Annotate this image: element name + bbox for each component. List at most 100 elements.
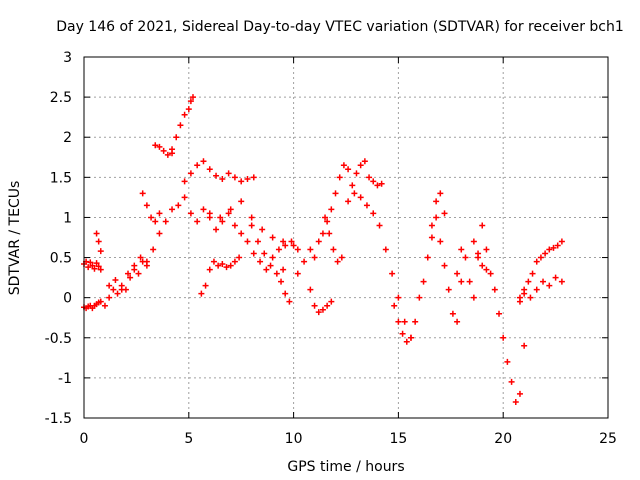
data-point bbox=[254, 238, 261, 245]
data-point bbox=[259, 226, 266, 233]
data-point bbox=[357, 162, 364, 169]
series-sat-i bbox=[181, 158, 257, 185]
data-point bbox=[336, 174, 343, 181]
data-point bbox=[95, 238, 102, 245]
series-sat-k bbox=[206, 198, 297, 249]
data-point bbox=[206, 210, 213, 217]
data-point bbox=[97, 298, 104, 305]
data-point bbox=[106, 294, 113, 301]
data-point bbox=[187, 98, 194, 105]
data-point bbox=[496, 310, 503, 317]
data-point bbox=[399, 330, 406, 337]
data-point bbox=[194, 218, 201, 225]
data-point bbox=[244, 175, 251, 182]
data-point bbox=[106, 282, 113, 289]
data-point bbox=[550, 244, 557, 251]
data-point bbox=[257, 258, 264, 265]
axis-ticks bbox=[83, 56, 609, 419]
data-point bbox=[382, 246, 389, 253]
data-point bbox=[307, 286, 314, 293]
data-point bbox=[238, 178, 245, 185]
data-point bbox=[162, 218, 169, 225]
chart-title: Day 146 of 2021, Sidereal Day-to-day VTE… bbox=[56, 19, 624, 35]
data-point bbox=[328, 298, 335, 305]
data-point bbox=[217, 214, 224, 221]
data-point bbox=[213, 172, 220, 179]
data-point bbox=[458, 246, 465, 253]
data-point bbox=[401, 318, 408, 325]
data-point bbox=[363, 202, 370, 209]
data-point bbox=[160, 147, 167, 154]
data-point bbox=[175, 202, 182, 209]
data-point bbox=[324, 302, 331, 309]
data-point bbox=[231, 258, 238, 265]
y-tick-label: 2.5 bbox=[50, 90, 72, 106]
data-point bbox=[210, 258, 217, 265]
data-point bbox=[275, 246, 282, 253]
data-point bbox=[533, 258, 540, 265]
data-point bbox=[294, 246, 301, 253]
x-tick-label: 0 bbox=[80, 431, 89, 447]
data-point bbox=[330, 246, 337, 253]
data-point bbox=[433, 214, 440, 221]
data-point bbox=[110, 286, 117, 293]
data-point bbox=[470, 294, 477, 301]
data-point bbox=[135, 270, 142, 277]
data-point bbox=[177, 122, 184, 129]
data-point bbox=[286, 298, 293, 305]
data-point bbox=[345, 198, 352, 205]
data-point bbox=[169, 146, 176, 153]
data-point bbox=[87, 259, 94, 266]
data-point bbox=[248, 222, 255, 229]
data-point bbox=[137, 254, 144, 261]
data-point bbox=[278, 278, 285, 285]
data-point bbox=[328, 206, 335, 213]
data-point bbox=[540, 278, 547, 285]
data-point bbox=[125, 270, 132, 277]
data-point bbox=[267, 262, 274, 269]
x-tick-label: 25 bbox=[599, 431, 617, 447]
data-point bbox=[231, 174, 238, 181]
series-sat-s bbox=[428, 190, 448, 229]
data-point bbox=[391, 302, 398, 309]
data-point bbox=[389, 270, 396, 277]
data-point bbox=[206, 266, 213, 273]
data-point bbox=[527, 294, 534, 301]
y-axis-label: SDTVAR / TECUs bbox=[7, 181, 23, 296]
data-point bbox=[282, 290, 289, 297]
data-point bbox=[470, 238, 477, 245]
data-point bbox=[248, 214, 255, 221]
data-point bbox=[454, 270, 461, 277]
data-point bbox=[449, 310, 456, 317]
data-point bbox=[552, 274, 559, 281]
data-point bbox=[525, 278, 532, 285]
data-point bbox=[152, 218, 159, 225]
data-point bbox=[206, 166, 213, 173]
data-point bbox=[189, 94, 196, 101]
data-point bbox=[349, 182, 356, 189]
x-tick-labels: 0 5 10 15 20 25 bbox=[80, 431, 617, 447]
series-sat-v bbox=[516, 238, 565, 301]
data-point bbox=[546, 246, 553, 253]
data-point bbox=[487, 270, 494, 277]
data-point bbox=[244, 238, 251, 245]
data-point bbox=[231, 222, 238, 229]
y-tick-label: -1 bbox=[58, 371, 72, 387]
data-point bbox=[91, 265, 98, 272]
data-point bbox=[546, 282, 553, 289]
series-sat-w bbox=[516, 274, 565, 305]
grid-lines bbox=[84, 57, 608, 418]
data-point bbox=[219, 260, 226, 267]
data-point bbox=[412, 318, 419, 325]
data-point bbox=[315, 309, 322, 316]
x-tick-label: 5 bbox=[184, 431, 193, 447]
data-point bbox=[181, 194, 188, 201]
data-point bbox=[395, 318, 402, 325]
data-point bbox=[156, 230, 163, 237]
data-point bbox=[395, 294, 402, 301]
series-sat-m bbox=[278, 278, 293, 305]
data-point bbox=[516, 390, 523, 397]
data-point bbox=[156, 143, 163, 150]
data-point bbox=[181, 178, 188, 185]
data-point bbox=[378, 180, 385, 187]
